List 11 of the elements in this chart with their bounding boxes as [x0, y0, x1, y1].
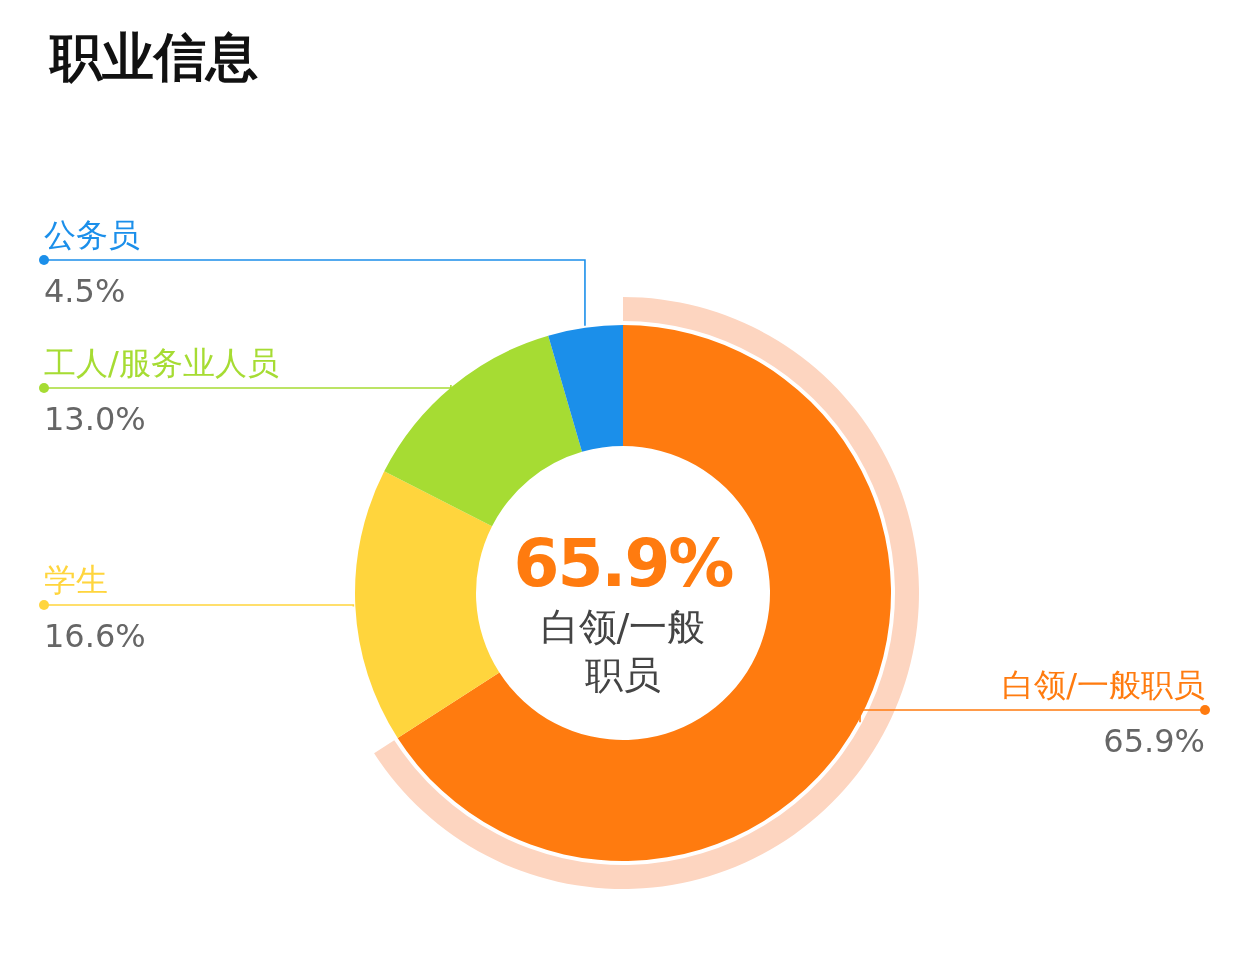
text: 65.9%	[513, 525, 734, 602]
slice-label: 公务员	[44, 216, 140, 254]
data-label: 13.0%	[44, 400, 146, 438]
text: 白领/一般职员	[540, 605, 706, 697]
slice-label: 白领/一般职员	[1002, 666, 1205, 704]
data-label: 4.5%	[44, 272, 126, 310]
chart-title: 职业信息	[48, 27, 258, 87]
slice-label: 学生	[44, 561, 108, 599]
slice-label: 工人/服务业人员	[44, 344, 279, 382]
data-label: 16.6%	[44, 617, 146, 655]
data-label: 65.9%	[1103, 722, 1205, 760]
